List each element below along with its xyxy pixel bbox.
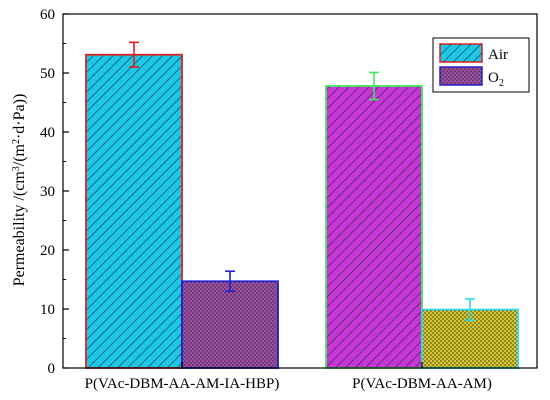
y-tick-label: 40 bbox=[40, 125, 55, 141]
y-tick-label: 50 bbox=[40, 66, 55, 82]
legend-swatch-air-pattern bbox=[440, 44, 482, 62]
legend-item-air: Air bbox=[439, 43, 508, 63]
legend-item-o2: O2 bbox=[439, 66, 504, 89]
y-tick-label: 0 bbox=[48, 361, 56, 377]
bars-layer bbox=[85, 53, 519, 369]
bar-pattern bbox=[182, 281, 278, 368]
y-axis-label: Permeability /(cm3/(m2·d·Pa)) bbox=[11, 94, 29, 287]
legend-swatch-o2-pattern bbox=[440, 67, 482, 85]
x-axis: P(VAc-DBM-AA-AM-IA-HBP) P(VAc-DBM-AA-AM) bbox=[85, 362, 492, 392]
bar-pattern bbox=[326, 85, 422, 368]
bar-pattern bbox=[86, 54, 182, 369]
y-tick-label: 60 bbox=[40, 7, 55, 23]
error-bars-layer bbox=[129, 41, 475, 322]
x-tick-label: P(VAc-DBM-AA-AM) bbox=[352, 376, 492, 392]
x-tick-label: P(VAc-DBM-AA-AM-IA-HBP) bbox=[85, 376, 280, 392]
y-tick-label: 10 bbox=[40, 302, 55, 318]
y-tick-label: 30 bbox=[40, 184, 55, 200]
legend-label-o2: O2 bbox=[488, 70, 504, 89]
y-axis: 0 10 20 30 40 50 60 bbox=[40, 7, 69, 377]
legend: Air O2 bbox=[432, 37, 530, 93]
legend-label-air: Air bbox=[488, 47, 508, 63]
y-tick-label: 20 bbox=[40, 243, 55, 259]
